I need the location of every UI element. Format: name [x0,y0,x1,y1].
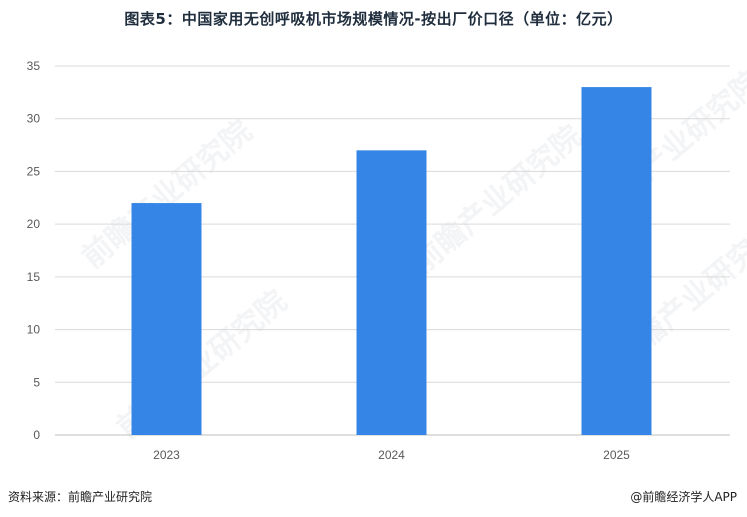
bars [131,87,652,436]
x-tick-label: 2024 [378,448,405,462]
y-tick-label: 30 [27,112,41,126]
y-tick-label: 10 [27,323,41,337]
y-tick-label: 5 [33,375,40,389]
bar-2023 [131,203,202,435]
x-tick-label: 2025 [603,448,630,462]
x-tick-label: 2023 [153,448,180,462]
credit-note: @前瞻经济学人APP [630,490,737,504]
y-tick-label: 0 [33,428,40,442]
x-axis-ticks: 2023 2024 2025 [153,448,630,462]
y-axis-ticks: 0 5 10 15 20 25 30 35 [27,59,41,442]
bar-2024 [356,150,427,436]
y-tick-label: 25 [27,164,41,178]
bar-2025 [581,87,652,435]
chart-title: 图表5：中国家用无创呼吸机市场规模情况-按出厂价口径（单位：亿元） [124,10,623,28]
y-tick-label: 35 [27,59,41,73]
source-note: 资料来源：前瞻产业研究院 [8,490,153,504]
y-tick-label: 20 [27,217,41,231]
y-tick-label: 15 [27,270,41,284]
